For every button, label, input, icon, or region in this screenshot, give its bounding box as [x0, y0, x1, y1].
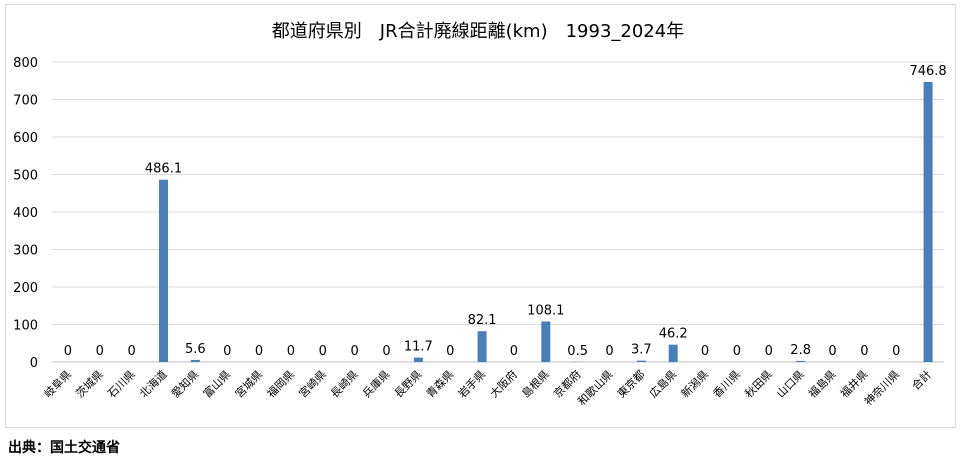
- x-tick-label: 合計: [909, 367, 934, 392]
- x-tick-label: 宮城県: [232, 367, 265, 400]
- data-label: 0: [96, 344, 104, 359]
- data-label: 2.8: [790, 343, 811, 358]
- x-tick-label: 石川県: [105, 368, 138, 401]
- data-label: 0: [382, 344, 390, 359]
- data-label: 0.5: [567, 344, 588, 359]
- y-tick-label: 300: [13, 244, 38, 259]
- source-note: 出典：国土交通省: [8, 440, 120, 456]
- x-tick-label: 兵庫県: [359, 367, 392, 400]
- y-tick-label: 0: [30, 356, 38, 371]
- bar: [190, 359, 200, 362]
- x-tick-label: 長野県: [392, 368, 425, 401]
- x-tick-label: 和歌山県: [575, 367, 616, 408]
- data-label: 486.1: [145, 162, 182, 177]
- data-label: 5.6: [185, 342, 206, 357]
- y-tick-label: 400: [13, 206, 38, 221]
- y-tick-label: 600: [13, 131, 38, 146]
- chart-title: 都道府県別 JR合計廃線距離(km) 1993_2024年: [272, 21, 684, 42]
- data-label: 0: [765, 344, 773, 359]
- data-label: 0: [223, 344, 231, 359]
- data-label: 746.8: [909, 64, 946, 79]
- x-tick-label: 島根県: [519, 367, 552, 400]
- data-label: 0: [733, 344, 741, 359]
- data-label: 0: [860, 344, 868, 359]
- x-tick-label: 香川県: [711, 368, 744, 401]
- data-label: 0: [892, 344, 900, 359]
- x-tick-label: 広島県: [646, 367, 679, 400]
- y-tick-label: 200: [13, 281, 38, 296]
- x-tick-label: 神奈川県: [861, 367, 902, 408]
- x-tick-label: 福岡県: [264, 367, 297, 400]
- data-label: 82.1: [468, 313, 497, 328]
- x-tick-label: 大阪府: [487, 367, 520, 400]
- x-tick-label: 茨城県: [73, 367, 106, 400]
- data-label: 0: [128, 344, 136, 359]
- y-tick-label: 700: [13, 94, 38, 109]
- y-tick-label: 800: [13, 56, 38, 71]
- data-label: 11.7: [404, 340, 433, 355]
- x-tick-label: 岐阜県: [42, 368, 75, 401]
- bar: [159, 179, 168, 362]
- data-label: 108.1: [527, 303, 564, 318]
- x-tick-label: 宮崎県: [296, 367, 329, 400]
- data-label: 0: [510, 344, 518, 359]
- bar: [541, 321, 551, 362]
- data-label: 0: [828, 344, 836, 359]
- bar: [477, 331, 487, 362]
- x-tick-label: 秋田県: [742, 367, 775, 400]
- x-tick-label: 山口県: [774, 368, 807, 401]
- bar: [636, 360, 646, 362]
- x-tick-label: 岩手県: [455, 367, 488, 400]
- bar: [923, 81, 933, 362]
- x-tick-label: 愛知県: [168, 367, 201, 400]
- x-tick-label: 福島県: [805, 367, 838, 400]
- data-label: 3.7: [631, 343, 652, 358]
- data-label: 46.2: [659, 327, 688, 342]
- y-tick-label: 500: [13, 169, 38, 184]
- bar: [796, 360, 806, 362]
- x-tick-label: 青森県: [423, 367, 456, 400]
- data-label: 0: [319, 344, 327, 359]
- x-tick-label: 北海道: [136, 367, 169, 400]
- data-label: 0: [351, 344, 359, 359]
- x-tick-label: 富山県: [200, 367, 233, 400]
- data-label: 0: [255, 344, 263, 359]
- data-label: 0: [605, 344, 613, 359]
- data-label: 0: [701, 344, 709, 359]
- bar: [413, 357, 423, 362]
- x-tick-label: 長崎県: [328, 367, 361, 400]
- x-tick-label: 東京都: [614, 367, 647, 400]
- data-label: 0: [446, 344, 454, 359]
- y-tick-label: 100: [13, 319, 38, 334]
- bar: [668, 344, 678, 362]
- x-tick-label: 新潟県: [678, 367, 711, 400]
- data-label: 0: [64, 344, 72, 359]
- data-label: 0: [287, 344, 295, 359]
